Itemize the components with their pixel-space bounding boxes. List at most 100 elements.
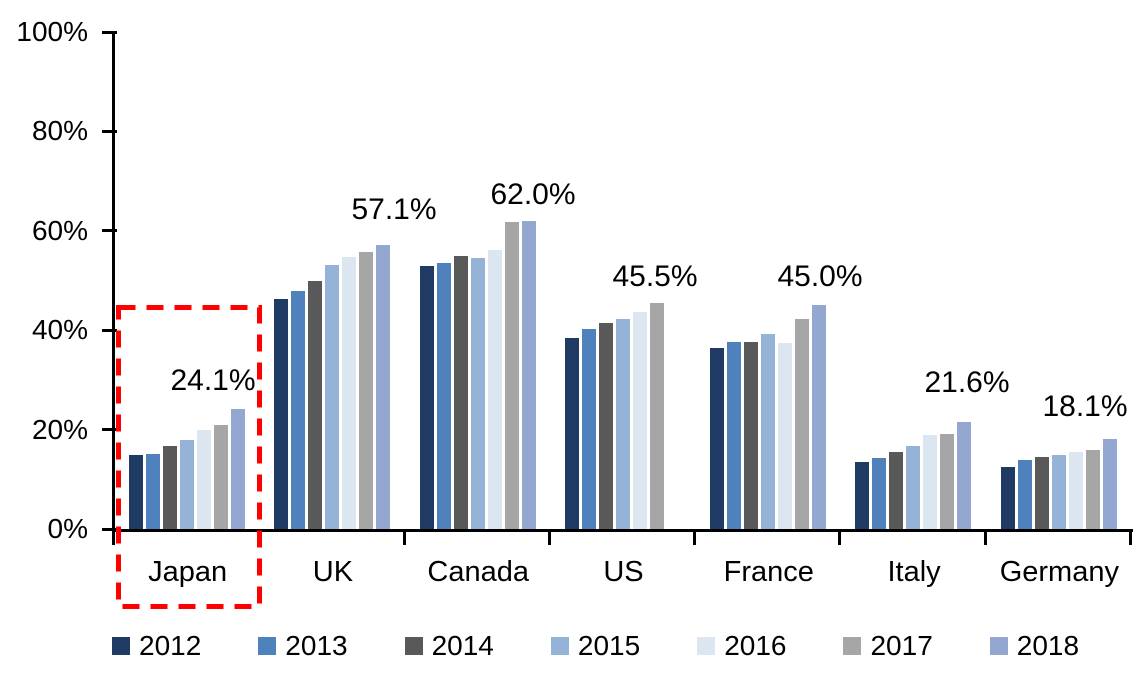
- bar-group-italy: [841, 32, 986, 529]
- bar-row: [855, 421, 972, 529]
- legend-item-2018: 2018: [989, 631, 1079, 661]
- y-tick-label: 80%: [31, 115, 88, 147]
- category-label-canada: Canada: [427, 556, 529, 588]
- japan-highlight-box: [116, 305, 262, 609]
- category-label-uk: UK: [312, 556, 354, 588]
- data-label-france: 45.0%: [777, 260, 863, 293]
- bar-canada-2012: [419, 265, 434, 529]
- bar-uk-2013: [291, 290, 306, 529]
- y-tick-label: 60%: [31, 214, 88, 246]
- y-tick-mark: [102, 527, 117, 531]
- bar-germany-2018: [1102, 439, 1117, 529]
- x-tick-mark: [983, 529, 987, 545]
- y-tick-label: 40%: [31, 314, 88, 346]
- bar-row: [419, 220, 536, 529]
- y-tick-mark: [102, 428, 117, 432]
- bar-us-2015: [615, 318, 630, 529]
- legend-swatch-icon: [258, 637, 277, 655]
- bar-japan-2015: [180, 440, 194, 529]
- x-tick-mark: [547, 529, 551, 545]
- bar-row: [129, 409, 245, 529]
- legend-label: 2014: [431, 630, 494, 661]
- bar-canada-2015: [470, 258, 485, 529]
- bar-uk-2017: [359, 252, 374, 529]
- bar-us-2017: [649, 302, 664, 529]
- x-tick-mark: [112, 529, 115, 545]
- y-tick-mark: [102, 129, 117, 133]
- x-tick-mark: [693, 529, 697, 545]
- bar-japan-2018: [231, 409, 245, 529]
- legend-swatch-icon: [550, 637, 569, 655]
- legend-item-2014: 2014: [404, 630, 494, 661]
- y-tick-mark: [102, 328, 117, 332]
- bar-france-2017: [795, 318, 810, 529]
- bar-group-japan: [115, 32, 260, 529]
- bar-row: [274, 245, 391, 529]
- bar-row: [710, 305, 827, 529]
- bar-france-2013: [727, 341, 742, 529]
- bar-canada-2018: [521, 220, 536, 529]
- bar-japan-2017: [214, 424, 228, 529]
- legend-label: 2016: [724, 630, 787, 661]
- bar-japan-2012: [129, 455, 143, 529]
- bar-group-france: [696, 32, 841, 529]
- x-tick-mark: [402, 529, 406, 545]
- bar-us-2012: [564, 337, 579, 529]
- x-tick-mark: [838, 529, 842, 545]
- data-label-canada: 62.0%: [490, 178, 576, 211]
- x-tick-mark: [1129, 529, 1132, 545]
- bar-italy-2017: [940, 433, 955, 529]
- bar-uk-2015: [325, 264, 340, 529]
- bar-group-germany: [987, 32, 1132, 529]
- bar-france-2014: [744, 342, 759, 529]
- bar-us-2013: [581, 329, 596, 529]
- bar-us-2016: [632, 311, 647, 529]
- data-label-us: 45.5%: [612, 260, 698, 293]
- bar-france-2018: [812, 305, 827, 529]
- bar-italy-2012: [855, 462, 870, 529]
- y-axis-line: [112, 32, 115, 532]
- bar-italy-2013: [872, 458, 887, 529]
- bar-uk-2018: [376, 245, 391, 529]
- bar-uk-2012: [274, 298, 289, 529]
- bar-germany-2012: [1000, 466, 1015, 529]
- bar-group-us: [551, 32, 696, 529]
- legend-swatch-icon: [112, 637, 130, 655]
- bar-group-uk: [260, 32, 405, 529]
- legend-label: 2015: [577, 630, 641, 661]
- bar-canada-2014: [453, 256, 468, 529]
- category-label-japan: Japan: [148, 556, 228, 588]
- legend-item-2017: 2017: [843, 631, 933, 661]
- legend-label: 2013: [285, 630, 348, 661]
- y-tick-label: 0%: [47, 513, 88, 544]
- bar-germany-2016: [1068, 452, 1083, 529]
- bar-italy-2018: [957, 421, 972, 529]
- bar-row: [564, 302, 681, 529]
- bar-uk-2016: [342, 256, 357, 529]
- bar-germany-2015: [1051, 454, 1066, 529]
- bar-canada-2013: [436, 263, 451, 529]
- category-label-us: US: [603, 556, 644, 588]
- bar-us-2014: [598, 323, 613, 529]
- bar-italy-2014: [889, 452, 904, 529]
- legend-item-2012: 2012: [112, 631, 201, 661]
- data-label-germany: 18.1%: [1042, 390, 1128, 423]
- bar-group-canada: [406, 32, 551, 529]
- legend-item-2015: 2015: [550, 630, 641, 661]
- bar-row: [1000, 439, 1117, 529]
- data-label-japan: 24.1%: [170, 364, 256, 397]
- legend-label: 2012: [139, 630, 202, 661]
- bar-france-2015: [761, 333, 776, 529]
- bar-germany-2014: [1034, 457, 1049, 529]
- bar-japan-2014: [163, 445, 177, 529]
- bar-japan-2016: [197, 429, 211, 529]
- data-label-uk: 57.1%: [351, 193, 437, 226]
- legend-swatch-icon: [404, 637, 423, 655]
- bar-japan-2013: [146, 453, 160, 529]
- legend: 2012 2013 2014 2015 2016 2017 2018: [112, 631, 1079, 661]
- legend-item-2016: 2016: [697, 631, 786, 661]
- data-label-italy: 21.6%: [924, 366, 1010, 399]
- bar-canada-2017: [504, 222, 519, 529]
- legend-swatch-icon: [989, 637, 1008, 655]
